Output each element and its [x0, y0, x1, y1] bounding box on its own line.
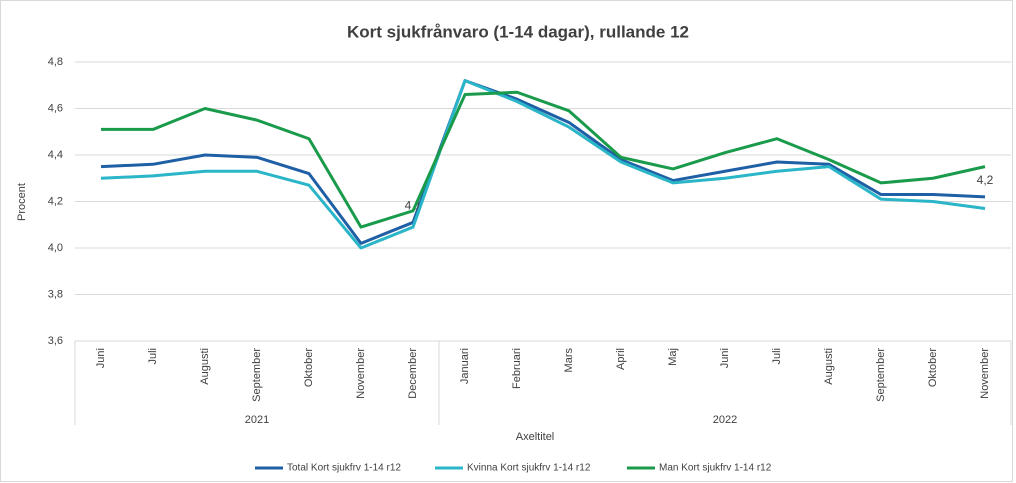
x-tick-label: Januari — [459, 348, 471, 384]
x-tick-label: Juni — [95, 348, 107, 368]
legend-label: Kvinna Kort sjukfrv 1-14 r12 — [467, 463, 591, 474]
y-tick-label: 4,8 — [48, 56, 63, 68]
x-tick-label: September — [875, 348, 887, 402]
y-tick-label: 3,8 — [48, 288, 63, 300]
x-tick-label: Mars — [563, 348, 575, 373]
x-group-label: 2021 — [245, 414, 269, 426]
chart-title: Kort sjukfrånvaro (1-14 dagar), rullande… — [347, 22, 689, 41]
x-tick-label: Maj — [667, 348, 679, 366]
y-tick-label: 4,0 — [48, 242, 63, 254]
series-line — [101, 90, 986, 229]
x-tick-label: September — [251, 348, 263, 402]
x-tick-label: Juli — [147, 348, 159, 365]
data-label: 4,2 — [977, 173, 994, 187]
legend-label: Man Kort sjukfrv 1-14 r12 — [659, 463, 772, 474]
x-tick-label: Februari — [511, 348, 523, 389]
series-line — [100, 79, 986, 245]
x-tick-label: Augusti — [823, 348, 835, 385]
y-tick-label: 4,2 — [48, 195, 63, 207]
x-tick-label: Oktober — [927, 348, 939, 387]
series-line — [100, 79, 986, 250]
x-tick-label: Oktober — [303, 348, 315, 387]
x-axis-title: Axeltitel — [516, 431, 555, 443]
x-tick-label: Juli — [771, 348, 783, 365]
y-tick-label: 3,6 — [48, 335, 63, 347]
y-tick-label: 4,6 — [48, 102, 63, 114]
legend-label: Total Kort sjukfrv 1-14 r12 — [287, 463, 401, 474]
y-axis-title: Procent — [16, 183, 28, 221]
x-tick-label: Augusti — [199, 348, 211, 385]
x-group-label: 2022 — [713, 414, 737, 426]
x-tick-label: November — [355, 348, 367, 399]
x-tick-label: April — [615, 348, 627, 370]
y-tick-label: 4,4 — [48, 149, 63, 161]
x-tick-label: November — [979, 348, 991, 399]
x-tick-label: Juni — [719, 348, 731, 368]
x-tick-label: December — [407, 348, 419, 399]
